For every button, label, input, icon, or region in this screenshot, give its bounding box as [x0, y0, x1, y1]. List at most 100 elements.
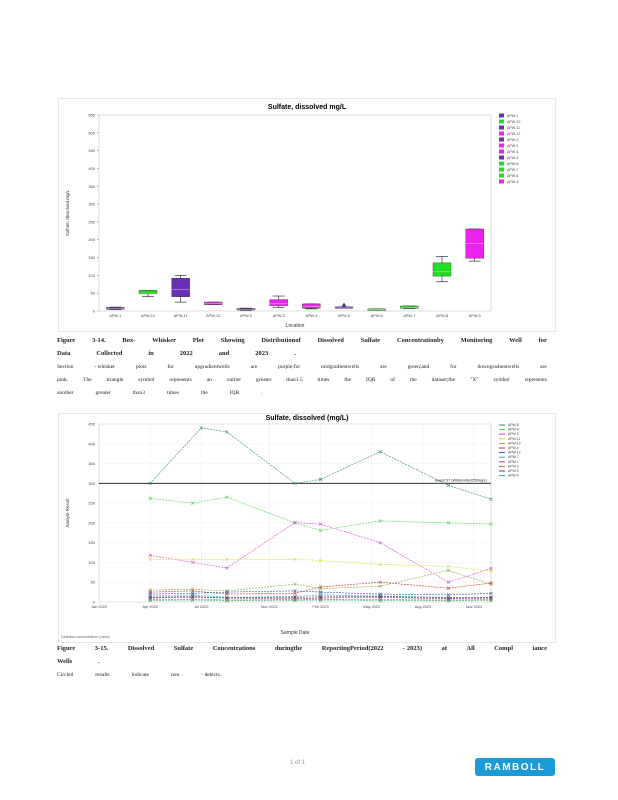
- x-tick-label: May 2023: [363, 605, 380, 609]
- note-word: triangle: [106, 377, 124, 383]
- legend-label: APW-3: [507, 144, 518, 148]
- note-word: results: [95, 672, 110, 678]
- x-tick-label: APW-5: [338, 314, 350, 318]
- note-word: IQR: [366, 377, 376, 383]
- data-point: [199, 426, 203, 430]
- data-point: [191, 501, 195, 505]
- y-tick-label: 400: [88, 166, 95, 171]
- legend-label: APW-1: [508, 460, 519, 464]
- series-line-apw-3: [150, 522, 492, 583]
- figure-3-14-caption-line1: Figure 3-14. Box- Whisker Plot Showing Distrib…: [57, 337, 547, 344]
- y-tick-label: 450: [88, 148, 95, 153]
- data-point: [191, 598, 195, 602]
- note-word: the: [200, 390, 208, 396]
- box-apw-9: [465, 228, 484, 259]
- data-point: [446, 580, 451, 584]
- legend-label: APW-2: [508, 464, 519, 468]
- note-word: for: [450, 364, 457, 370]
- data-point: [293, 520, 297, 525]
- data-point: [489, 497, 493, 501]
- series-line-apw-8: [149, 427, 492, 500]
- data-point: [446, 586, 451, 590]
- data-point: [489, 522, 493, 526]
- caption-word: Dissolved: [127, 645, 155, 652]
- legend-swatch: [499, 143, 504, 148]
- data-point: [225, 590, 229, 594]
- x-tick-label: Aug 2023: [415, 605, 431, 609]
- data-point: [489, 595, 493, 599]
- data-point: [148, 557, 152, 561]
- note-word: symbol: [493, 377, 510, 383]
- data-point: [225, 596, 229, 600]
- y-tick-label: 150: [88, 255, 95, 260]
- note-word: times: [317, 377, 330, 383]
- note-word: non: [171, 672, 180, 678]
- data-point: [191, 557, 195, 561]
- data-point: [191, 594, 195, 599]
- legend-label: APW-10: [508, 441, 521, 445]
- y-tick-label: 450: [88, 422, 95, 427]
- series-line-apw-1: [150, 596, 492, 600]
- box-apw-3: [269, 299, 288, 306]
- x-axis-label: Location: [286, 323, 305, 329]
- note-word: greater: [256, 377, 272, 383]
- data-point: [318, 598, 323, 602]
- box-apw-8: [432, 262, 452, 277]
- series-line-apw-10: [150, 570, 492, 592]
- data-point: [225, 495, 229, 499]
- caption-word: 2023: [255, 350, 269, 357]
- data-point: [489, 569, 493, 573]
- note-word: downgradientwells: [477, 364, 520, 370]
- x-tick-label: Feb 2023: [313, 605, 329, 609]
- x-tick-label: Jul 2022: [194, 605, 208, 609]
- y-tick-label: 300: [88, 481, 95, 486]
- y-tick-label: 250: [88, 219, 95, 224]
- data-point: [446, 568, 451, 573]
- note-word: the: [409, 377, 417, 383]
- data-point: [318, 522, 323, 526]
- y-tick-label: 200: [88, 520, 95, 525]
- series-line-apw-11: [150, 559, 492, 572]
- figure-3-14-note-line3: another greater than3 times the IQR.: [57, 390, 547, 396]
- figure-3-14-note-line1: Section - whisker plots for upgradientwells a…: [57, 364, 547, 370]
- x-tick-label: APW-3: [273, 314, 285, 318]
- note-word: plots: [135, 364, 147, 370]
- note-word: are: [540, 364, 547, 370]
- caption-word: iance: [532, 645, 547, 652]
- data-point: [318, 528, 323, 533]
- note-word: outlier: [226, 377, 242, 383]
- chart-title: Sulfate, dissolved (mg/L): [266, 415, 349, 422]
- caption-word: - 2023): [403, 645, 422, 652]
- box-whisker-svg: Sulfate, dissolved mg/L 0 50 100 150 200 250 30…: [65, 104, 520, 329]
- series-line-apw-9: [150, 496, 492, 531]
- note-word: symbol: [138, 377, 155, 383]
- legend-label: APW-4: [507, 150, 518, 154]
- caption-word: and: [218, 350, 230, 357]
- data-point: [148, 598, 152, 603]
- data-point: [293, 557, 297, 561]
- note-word: an: [206, 377, 212, 383]
- caption-word: Showing: [220, 337, 245, 344]
- legend-label: APW-3: [508, 432, 519, 436]
- x-tick-label: APW-7: [403, 314, 415, 318]
- data-point: [148, 496, 152, 501]
- legend-label: APW-10: [507, 120, 520, 124]
- note-word: Circled: [57, 672, 74, 678]
- caption-word: at: [441, 645, 447, 652]
- x-tick-label: Nov 2022: [261, 605, 277, 609]
- caption-word: Box-: [122, 337, 136, 344]
- data-point: [148, 595, 152, 599]
- y-tick-label: 350: [88, 461, 95, 466]
- data-point: [446, 564, 451, 569]
- y-tick-label: 500: [88, 130, 95, 135]
- note-word: than1.5: [286, 377, 303, 383]
- y-tick-label: 200: [88, 237, 95, 242]
- data-point: [191, 560, 195, 565]
- data-point: [318, 585, 323, 589]
- data-point: [446, 596, 451, 600]
- data-point: [225, 566, 229, 570]
- data-point: [293, 595, 297, 599]
- note-word: midgradientwells: [321, 364, 360, 370]
- legend-label: APW-9: [507, 180, 518, 184]
- caption-word: Concentrations: [212, 645, 256, 652]
